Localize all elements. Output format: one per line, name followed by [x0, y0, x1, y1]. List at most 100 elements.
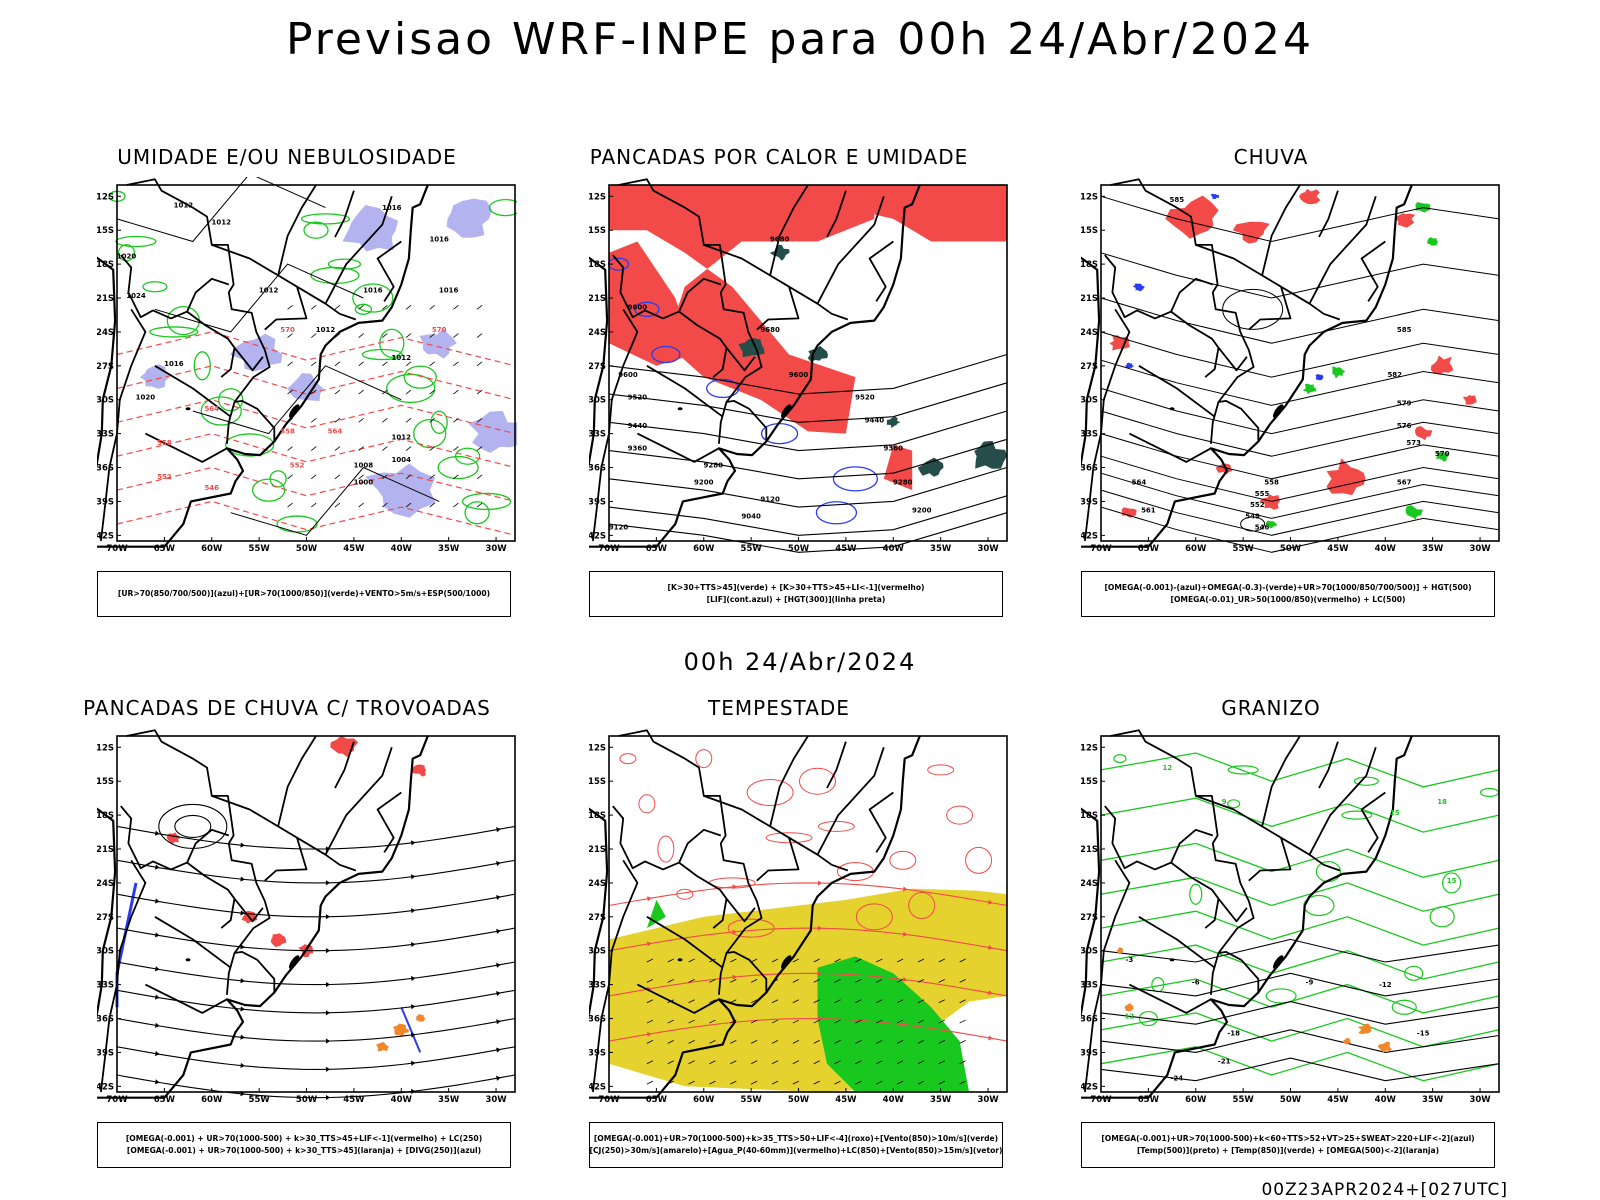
contour-label: 9520	[855, 394, 875, 402]
wind-vector	[311, 361, 317, 367]
wind-vector	[429, 474, 435, 480]
wind-vector	[855, 1080, 862, 1085]
lon-tick-label: 45W	[1327, 544, 1349, 553]
political-border	[816, 196, 885, 305]
map-frame	[1100, 184, 1500, 542]
lat-tick-label: 24S	[589, 328, 606, 338]
rain-area-green	[1405, 505, 1423, 520]
contour-label: 573	[1406, 439, 1421, 447]
streamline-arrow	[988, 1035, 993, 1041]
streamline-arrow	[410, 942, 416, 948]
legend-line: [Temp(500)](preto) + [Temp(850)](verde) …	[1136, 1146, 1440, 1155]
contour-label: 9440	[628, 422, 648, 430]
political-border	[1170, 861, 1248, 923]
wind-vector	[896, 1080, 904, 1085]
wind-vector	[771, 958, 779, 963]
forecast-map: 9680 9600 9680 9600 9520 9440 9360 9280 9200 9120…	[589, 178, 1008, 553]
wind-vector	[287, 502, 293, 508]
wind-vector	[813, 1060, 820, 1065]
streamline-arrow	[496, 827, 501, 833]
lat-tick-label: 36S	[97, 464, 114, 474]
lon-tick-label: 55W	[249, 1095, 271, 1104]
panel-title: PANCADAS DE CHUVA C/ TROVOADAS	[83, 696, 491, 720]
streamline-arrow	[817, 925, 823, 931]
streamline-arrow	[325, 1066, 331, 1072]
lon-tick-label: 45W	[835, 1095, 857, 1104]
wind-vector	[646, 958, 654, 963]
contour-label: 585	[1169, 196, 1184, 204]
political-border	[1210, 401, 1220, 444]
lat-tick-label: 36S	[1081, 464, 1098, 474]
contour-label: 9680	[770, 236, 790, 244]
wind-vector	[334, 418, 341, 423]
lat-tick-label: 24S	[1081, 328, 1098, 338]
streamline-arrow	[902, 1022, 908, 1028]
streamline	[174, 814, 212, 838]
wind-vector	[311, 305, 317, 310]
political-border	[126, 178, 276, 442]
lon-tick-label: 60W	[693, 544, 715, 553]
geopotential-contour	[1100, 331, 1500, 378]
temp500-contour-black	[1100, 1001, 1500, 1025]
streamline-arrow	[902, 931, 908, 937]
wind-vector	[792, 1080, 800, 1085]
political-border	[618, 729, 768, 993]
wind-vector	[917, 1019, 925, 1024]
lon-tick-label: 55W	[249, 544, 271, 553]
political-border	[1261, 184, 1301, 276]
wind-vector	[938, 999, 945, 1004]
map-frame	[116, 735, 516, 1093]
political-border	[718, 952, 728, 995]
wind-vector	[730, 1060, 737, 1065]
forecast-time-label: 00h 24/Abr/2024	[683, 648, 917, 676]
lon-tick-label: 50W	[1280, 1095, 1302, 1104]
political-border	[334, 190, 355, 238]
geopotential-contour	[608, 410, 1008, 452]
wind-vector	[938, 1080, 945, 1085]
political-border	[816, 747, 885, 856]
streamline-arrow	[410, 1032, 416, 1038]
panel-title: CHUVA	[1233, 145, 1309, 169]
wind-vector	[667, 958, 674, 963]
rain-area-red	[1415, 426, 1433, 441]
political-border	[1204, 347, 1220, 378]
wind-vector	[453, 502, 459, 508]
divergence-blue	[400, 1006, 422, 1053]
heat-shower-area-red	[845, 185, 1007, 242]
wind-vector	[938, 958, 945, 963]
political-border	[756, 286, 800, 331]
wind-vector	[358, 502, 364, 508]
political-border	[756, 837, 800, 882]
streamline-arrow	[154, 830, 160, 836]
contour-label: 9600	[789, 371, 809, 379]
lat-tick-label: 42S	[589, 1082, 606, 1092]
streamline-arrow	[240, 978, 245, 984]
panel-legend: [UR>70(850/700/500)](azul)+[UR>70(1000/8…	[97, 571, 511, 617]
contour-label: 564	[204, 405, 219, 413]
contour-label: 15	[1447, 877, 1457, 885]
geopotential-contour	[608, 512, 1008, 553]
lat-tick-label: 27S	[97, 913, 114, 923]
lat-tick-label: 30S	[589, 947, 606, 957]
wind-vector	[730, 958, 737, 963]
wind-vector	[334, 502, 341, 508]
lon-tick-label: 35W	[438, 1095, 460, 1104]
lat-tick-label: 15S	[97, 777, 114, 787]
contour-label: 12	[1162, 764, 1172, 772]
wind-vector	[792, 1040, 800, 1044]
wind-vector	[709, 1060, 716, 1065]
water-contour-red	[638, 794, 656, 814]
political-border	[592, 308, 639, 542]
streamline-arrow	[410, 840, 416, 846]
wind-vector	[792, 999, 800, 1004]
coastline	[97, 735, 429, 1099]
wind-vector	[667, 1019, 674, 1024]
legend-line: [OMEGA(-0.001) + UR>70(1000-500) + k>30_…	[125, 1134, 483, 1143]
lon-tick-label: 70W	[598, 1095, 620, 1104]
map-frame	[116, 184, 516, 542]
political-border	[1248, 837, 1292, 882]
wind-vector	[959, 1080, 966, 1085]
wind-vector	[287, 446, 293, 451]
wind-vector	[834, 979, 841, 983]
contour-label: 564	[1132, 478, 1147, 486]
